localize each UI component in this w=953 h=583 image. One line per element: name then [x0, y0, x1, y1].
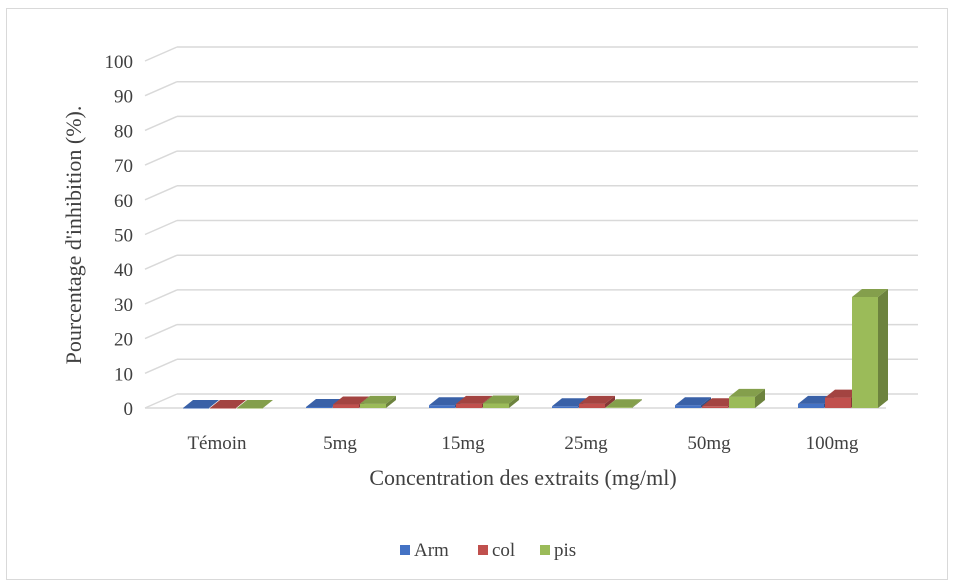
- bar-pis-side: [632, 399, 642, 408]
- bar-arm-top: [675, 397, 711, 406]
- x-tick-label: Témoin: [187, 433, 247, 454]
- bar-col-front: [825, 397, 851, 408]
- y-tick-label: 30: [114, 295, 133, 316]
- bar-pis-front: [483, 403, 509, 408]
- bar-pis-side: [755, 388, 765, 408]
- y-tick-label: 50: [114, 226, 133, 247]
- x-axis-title: Concentration des extraits (mg/ml): [369, 465, 676, 490]
- bar-pis-side: [878, 288, 888, 408]
- bar-pis-front: [360, 403, 386, 408]
- bar-arm-front: [429, 405, 455, 408]
- bar-pis-top: [852, 288, 888, 297]
- gridline-depth: [144, 81, 178, 97]
- y-tick-label: 90: [114, 87, 133, 108]
- gridline-depth: [144, 323, 178, 340]
- legend-label: pis: [554, 540, 576, 561]
- bar-col-top: [456, 395, 492, 404]
- bar-col-top: [333, 396, 369, 405]
- x-tick-label: 15mg: [441, 433, 485, 454]
- bar-col-top: [579, 395, 615, 404]
- gridline-depth: [144, 219, 178, 236]
- x-tick-label: 50mg: [687, 433, 731, 454]
- bar-col-side: [605, 395, 615, 408]
- gridline-depth: [144, 393, 178, 409]
- bar-col-front: [702, 406, 728, 408]
- bar-pis-top: [360, 395, 396, 404]
- chart-frame: [6, 8, 948, 580]
- bar-arm-front: [675, 405, 701, 408]
- x-tick-label: 5mg: [323, 433, 357, 454]
- bar-arm-top: [429, 397, 465, 406]
- legend-swatch-arm: [400, 545, 410, 555]
- y-tick-label: 80: [114, 121, 133, 142]
- y-tick-label: 20: [114, 330, 133, 351]
- bar-arm-front: [552, 406, 578, 408]
- gridline-depth: [144, 46, 178, 62]
- gridline-depth: [144, 289, 178, 305]
- bar-col-front: [210, 408, 236, 409]
- bar-col-front: [456, 403, 482, 408]
- y-tick-label: 100: [105, 52, 134, 73]
- bar-arm-front: [798, 403, 824, 408]
- x-tick-label: 100mg: [806, 433, 859, 454]
- bar-pis-front: [606, 407, 632, 408]
- bar-pis-side: [509, 395, 519, 408]
- bar-pis-top: [483, 395, 519, 404]
- x-tick-label: 25mg: [564, 433, 608, 454]
- bar-pis-top: [606, 399, 642, 408]
- bar-arm-front: [306, 406, 332, 408]
- bar-pis-top: [237, 400, 273, 408]
- gridline-depth: [144, 254, 178, 270]
- y-tick-label: 10: [114, 364, 133, 385]
- gridline-depth: [144, 358, 178, 374]
- bar-col-front: [333, 404, 359, 408]
- bar-pis-top: [729, 388, 765, 397]
- y-tick-label: 60: [114, 191, 133, 212]
- bar-col-top: [210, 400, 246, 408]
- legend-label: Arm: [414, 540, 449, 561]
- y-tick-label: 40: [114, 260, 133, 281]
- gridline-depth: [144, 150, 178, 166]
- bar-col-front: [579, 403, 605, 408]
- legend-label: col: [492, 540, 515, 561]
- y-axis-title: Pourcentage d'inhibition (%).: [61, 106, 86, 365]
- y-tick-label: 0: [124, 399, 134, 420]
- bar-pis-front: [237, 408, 263, 409]
- legend-swatch-col: [478, 545, 488, 555]
- bar-pis-front: [852, 296, 878, 408]
- y-tick-label: 70: [114, 156, 133, 177]
- bar-arm-top: [183, 400, 219, 408]
- gridline-depth: [144, 115, 178, 132]
- gridline-depth: [144, 185, 178, 201]
- bar-pis-front: [729, 396, 755, 408]
- legend-swatch-pis: [540, 545, 550, 555]
- bar-arm-front: [183, 408, 209, 409]
- bar-pis-side: [386, 395, 396, 408]
